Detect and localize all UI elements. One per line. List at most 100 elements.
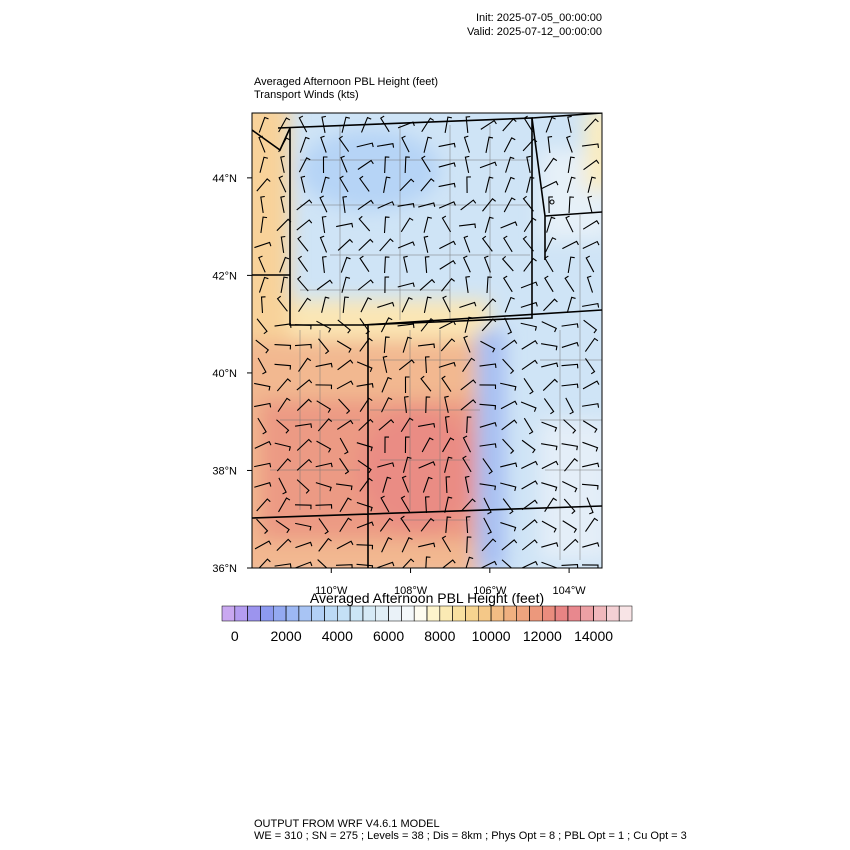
wind-barb	[378, 419, 395, 431]
wind-barb	[357, 279, 374, 291]
wind-barb	[561, 341, 579, 348]
colorbar-tick-label: 14000	[574, 628, 613, 644]
wind-barb	[440, 338, 456, 352]
wind-barb	[337, 419, 354, 430]
wind-barb	[521, 560, 538, 568]
wind-barb	[582, 542, 600, 548]
wind-barb	[337, 238, 353, 251]
wind-barb	[383, 336, 390, 354]
wind-barb	[401, 475, 410, 493]
wind-barb	[404, 156, 410, 174]
wind-barb	[356, 361, 373, 372]
colorbar-swatch	[439, 605, 453, 622]
wind-barb	[278, 497, 291, 513]
wind-barb	[523, 378, 534, 395]
wind-barb	[316, 320, 332, 333]
wind-barb	[562, 240, 579, 250]
colorbar-swatch	[503, 605, 517, 622]
colorbar-swatch	[490, 605, 505, 622]
colorbar-swatch	[529, 605, 543, 622]
wind-barb	[401, 135, 410, 153]
wind-barb	[567, 115, 572, 133]
colorbar-swatch	[516, 605, 530, 622]
wind-barb	[379, 517, 394, 532]
wind-barb	[377, 301, 395, 308]
wind-barb	[315, 504, 333, 509]
wind-barb	[587, 176, 596, 193]
wind-barb	[401, 297, 413, 313]
wind-barb	[298, 297, 312, 312]
wind-barb	[520, 281, 538, 289]
wind-barb	[438, 201, 456, 209]
wind-barb	[337, 359, 354, 371]
colorbar-swatch	[413, 605, 428, 622]
wind-barb	[521, 539, 538, 551]
wind-barb	[339, 517, 352, 533]
wind-barb	[315, 362, 333, 368]
wind-barb	[479, 363, 497, 368]
wind-barb	[444, 116, 452, 133]
wind-barb	[418, 542, 436, 548]
y-tick-label: 44°N	[212, 173, 237, 185]
wind-barb	[402, 336, 412, 353]
wind-barb	[479, 421, 497, 428]
wind-barb	[300, 175, 306, 193]
wind-barb	[275, 520, 290, 534]
wind-barb	[356, 442, 373, 452]
wind-barb	[583, 159, 600, 171]
wind-barb	[356, 383, 374, 388]
colorbar-swatch	[362, 605, 376, 622]
wind-barb	[398, 359, 415, 371]
wind-barb	[296, 199, 313, 211]
wind-barb	[384, 256, 390, 274]
wind-barb	[420, 517, 435, 532]
wind-barb	[545, 116, 556, 133]
wind-barb	[298, 157, 311, 173]
colorbar-swatch	[465, 605, 479, 622]
colorbar-swatch	[542, 605, 556, 622]
wind-barb	[544, 497, 558, 513]
wind-barb	[254, 241, 272, 249]
wind-barb	[380, 495, 390, 513]
wind-barb	[460, 379, 477, 391]
wind-barb	[339, 437, 349, 455]
wind-barb	[541, 421, 558, 432]
wind-barb	[561, 323, 579, 328]
wind-barb	[339, 497, 352, 513]
wind-barb	[359, 318, 370, 335]
wind-barb	[584, 118, 599, 132]
wind-barb	[445, 476, 451, 494]
wind-barb	[466, 416, 472, 434]
wind-barb	[258, 276, 269, 293]
wind-barb	[279, 256, 290, 273]
wind-barb	[462, 435, 472, 453]
wind-barb	[315, 384, 333, 390]
wind-barb	[567, 256, 575, 273]
wind-barb	[561, 564, 579, 568]
wind-barb	[438, 361, 456, 368]
wind-barb	[421, 117, 434, 133]
wind-barb	[502, 438, 515, 454]
wind-barb	[359, 255, 370, 272]
wind-barb	[565, 215, 574, 233]
wind-barb	[462, 455, 472, 473]
wind-barb	[501, 255, 514, 272]
wind-barb	[445, 516, 452, 534]
wind-barb	[258, 135, 266, 153]
wind-barb	[586, 275, 594, 293]
wind-barb	[480, 119, 497, 130]
wind-barb	[585, 255, 595, 273]
wind-barb	[442, 437, 455, 453]
wind-barb	[260, 296, 266, 314]
wind-barb	[501, 419, 518, 431]
wind-barb	[422, 476, 433, 493]
wind-barb	[294, 343, 312, 349]
wind-barb	[276, 295, 288, 312]
wind-barb	[297, 235, 309, 252]
wind-barb	[357, 159, 374, 170]
wind-barb	[382, 476, 392, 493]
wind-barb	[503, 137, 516, 153]
wind-barb	[397, 203, 415, 208]
wind-barb	[358, 215, 371, 232]
wind-barb	[541, 460, 559, 470]
